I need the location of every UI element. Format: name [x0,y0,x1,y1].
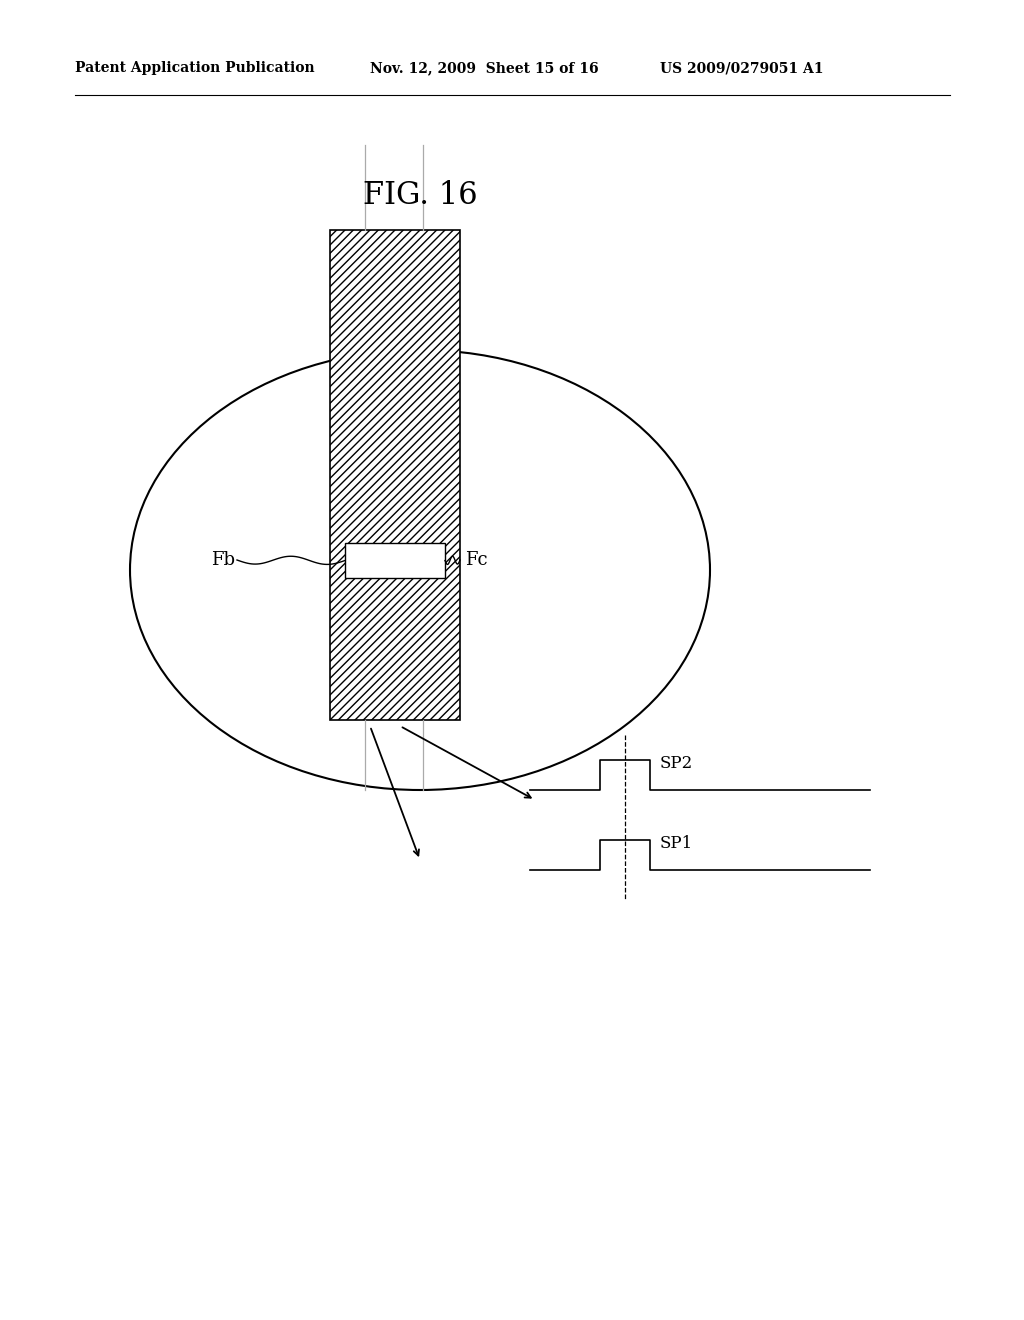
Text: SP2: SP2 [660,755,693,771]
Text: SP1: SP1 [660,834,693,851]
Bar [330,230,460,719]
Bar [345,543,445,578]
Text: Fb: Fb [211,550,234,569]
Text: Fc: Fc [465,550,487,569]
Text: Nov. 12, 2009  Sheet 15 of 16: Nov. 12, 2009 Sheet 15 of 16 [370,61,599,75]
Text: Patent Application Publication: Patent Application Publication [75,61,314,75]
Text: US 2009/0279051 A1: US 2009/0279051 A1 [660,61,823,75]
Text: FIG. 16: FIG. 16 [362,180,477,210]
